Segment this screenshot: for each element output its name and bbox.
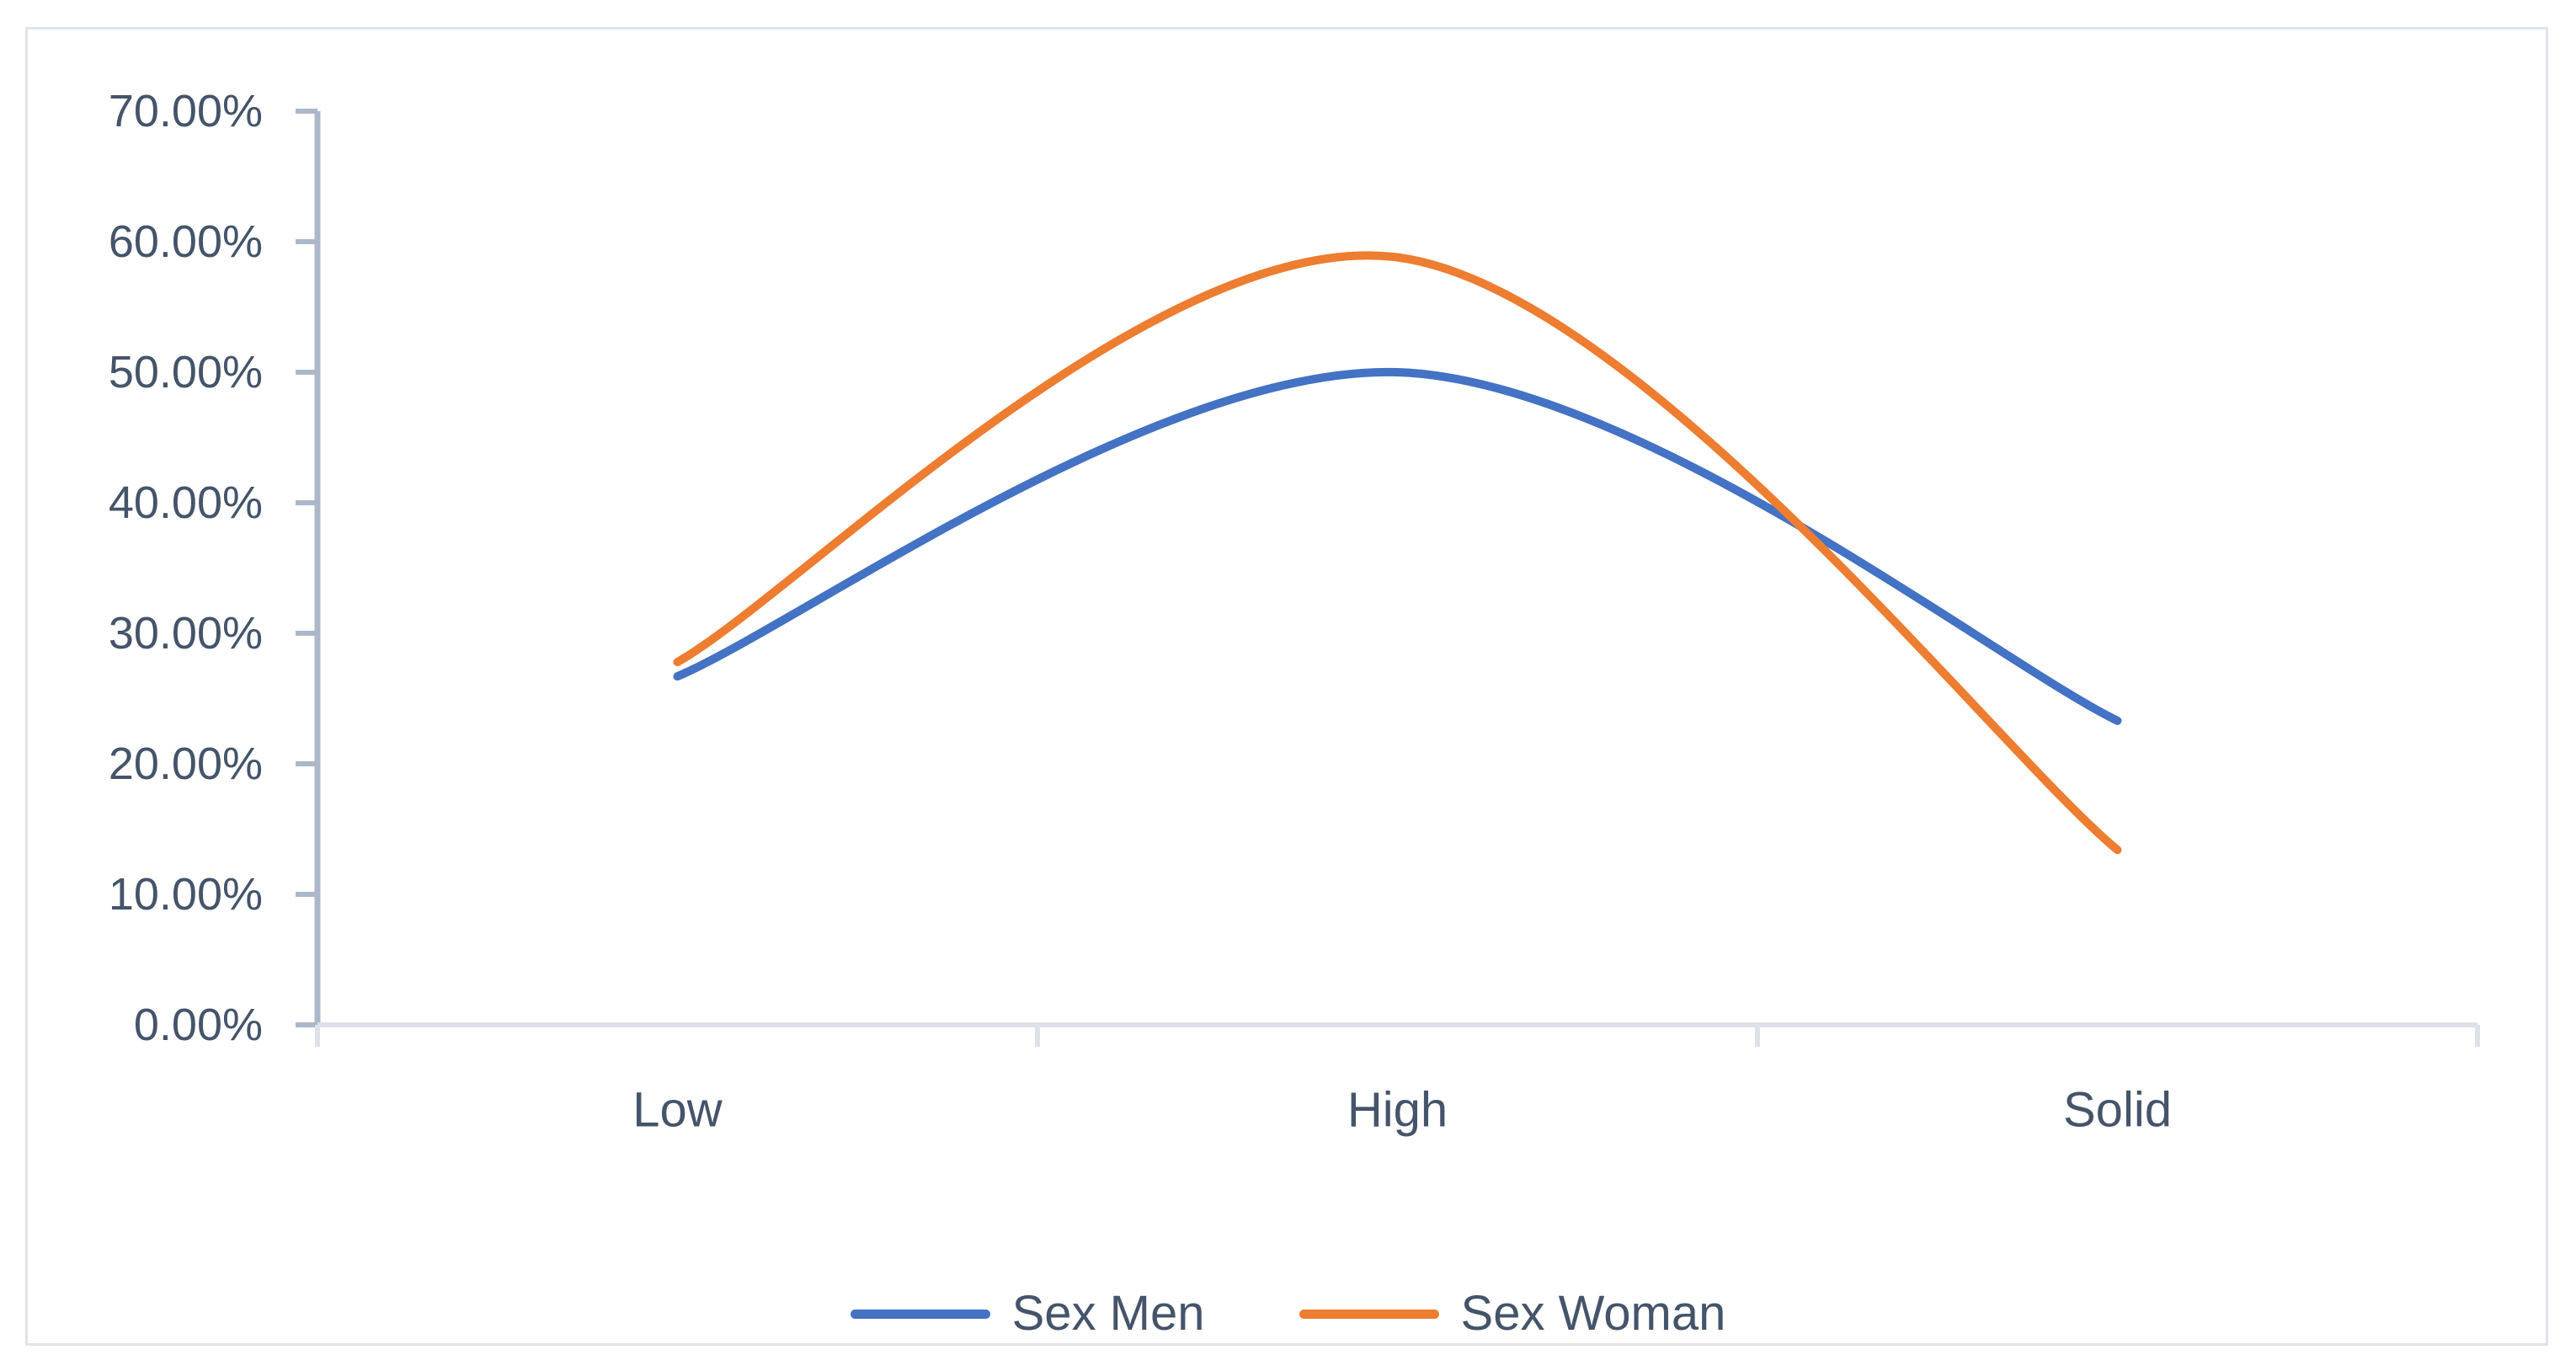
y-tick-label: 60.00% bbox=[109, 216, 263, 267]
x-category-label: Low bbox=[632, 1083, 723, 1138]
series-line-sex-woman bbox=[673, 251, 2122, 855]
series-line-sex-men bbox=[673, 367, 2122, 725]
legend-label-sex-woman: Sex Woman bbox=[1460, 1286, 1726, 1341]
legend-item-sex-men: Sex Men bbox=[850, 1286, 1205, 1341]
y-tick-label: 50.00% bbox=[109, 347, 263, 397]
y-axis-labels: 70.00% 60.00% 50.00% 40.00% 30.00% 20.00… bbox=[109, 86, 263, 1050]
y-tick-label: 30.00% bbox=[109, 608, 263, 659]
x-category-label: Solid bbox=[2063, 1083, 2172, 1138]
legend-item-sex-woman: Sex Woman bbox=[1299, 1286, 1726, 1341]
legend-label-sex-men: Sex Men bbox=[1011, 1286, 1205, 1341]
legend-line-swatch-sex-men bbox=[850, 1309, 990, 1319]
y-tick-label: 0.00% bbox=[134, 1000, 263, 1050]
y-axis-ticks bbox=[296, 109, 317, 1027]
y-tick-label: 70.00% bbox=[109, 86, 263, 136]
x-category-label: High bbox=[1347, 1083, 1448, 1138]
x-axis-ticks bbox=[315, 1025, 2480, 1047]
legend-line-swatch-sex-woman bbox=[1299, 1309, 1439, 1319]
y-tick-label: 10.00% bbox=[109, 869, 263, 920]
y-tick-label: 20.00% bbox=[109, 739, 263, 789]
legend: Sex Men Sex Woman bbox=[0, 1282, 2576, 1346]
y-tick-label: 40.00% bbox=[109, 477, 263, 528]
x-axis-labels: Low High Solid bbox=[632, 1083, 2172, 1138]
chart-border bbox=[25, 27, 2548, 1346]
